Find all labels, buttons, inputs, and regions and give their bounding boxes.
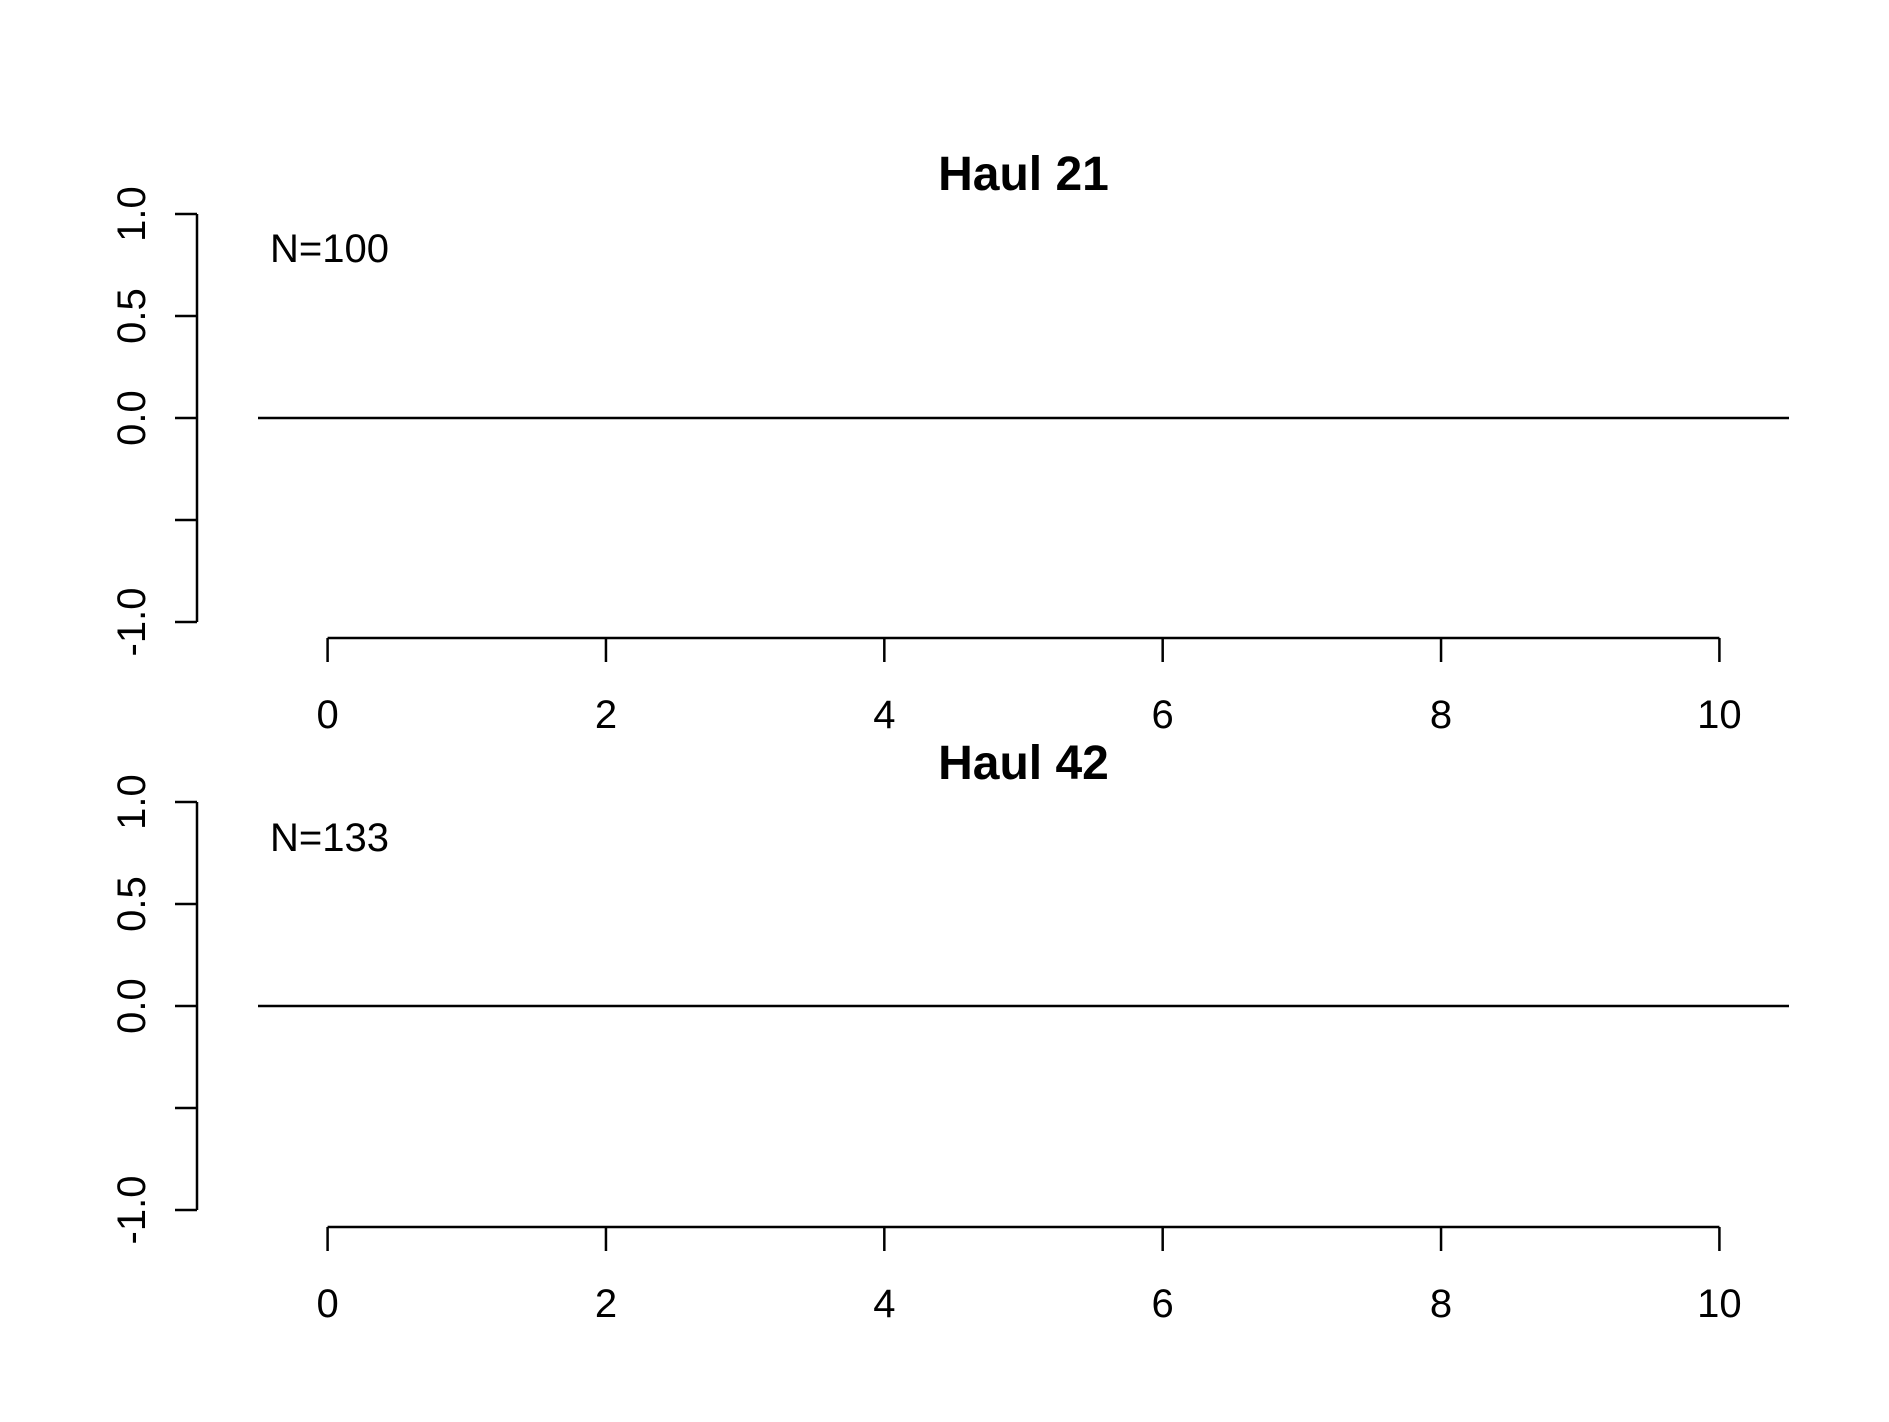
y-tick-label: -1.0 bbox=[110, 588, 154, 657]
sample-size-annotation: N=133 bbox=[270, 816, 389, 860]
x-tick-label: 4 bbox=[873, 1282, 895, 1326]
x-tick-label: 8 bbox=[1430, 693, 1452, 737]
x-tick-label: 6 bbox=[1152, 1282, 1174, 1326]
x-tick-label: 10 bbox=[1697, 693, 1742, 737]
x-tick-label: 0 bbox=[316, 1282, 338, 1326]
y-tick-label: -1.0 bbox=[110, 1176, 154, 1245]
x-tick-label: 8 bbox=[1430, 1282, 1452, 1326]
y-tick-label: 1.0 bbox=[110, 774, 154, 830]
x-tick-label: 2 bbox=[595, 693, 617, 737]
y-tick-label: 0.0 bbox=[110, 978, 154, 1034]
y-tick-label: 0.0 bbox=[110, 390, 154, 446]
chart-panel-1: Haul 21 N=100 -1.0 0.0 0.5 1.0 0 2 4 6 8 10 bbox=[110, 148, 1789, 737]
x-tick-label: 4 bbox=[873, 693, 895, 737]
x-tick-label: 10 bbox=[1697, 1282, 1742, 1326]
y-tick-label: 0.5 bbox=[110, 288, 154, 344]
x-tick-label: 0 bbox=[316, 693, 338, 737]
y-tick-label: 1.0 bbox=[110, 186, 154, 242]
x-tick-label: 2 bbox=[595, 1282, 617, 1326]
chart-title: Haul 21 bbox=[938, 148, 1109, 201]
x-tick-label: 6 bbox=[1152, 693, 1174, 737]
sample-size-annotation: N=100 bbox=[270, 227, 389, 271]
chart-panel-2: Haul 42 N=133 -1.0 0.0 0.5 1.0 0 2 4 6 8 10 bbox=[110, 737, 1789, 1326]
chart-title: Haul 42 bbox=[938, 737, 1109, 790]
y-tick-label: 0.5 bbox=[110, 876, 154, 932]
